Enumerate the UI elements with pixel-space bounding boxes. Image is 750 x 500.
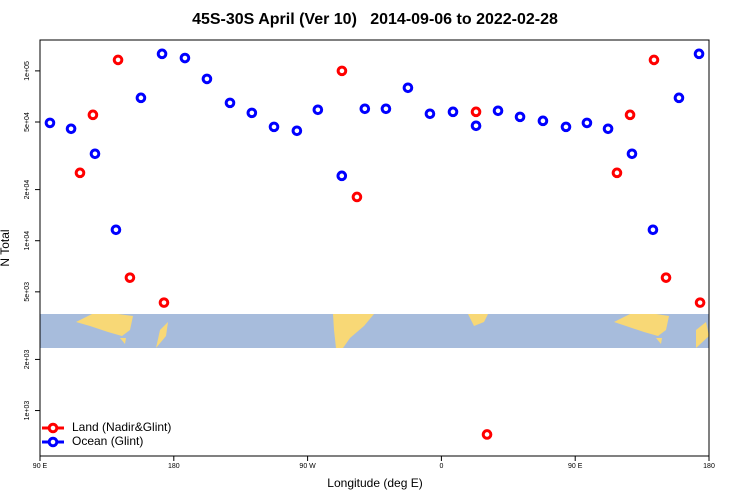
point — [470, 120, 482, 132]
point — [560, 121, 572, 133]
map-land — [76, 314, 133, 336]
point — [694, 297, 706, 308]
point — [87, 109, 99, 121]
point — [611, 167, 623, 179]
point — [74, 167, 86, 179]
point — [135, 92, 147, 104]
point — [424, 108, 436, 120]
point — [581, 117, 593, 129]
point — [112, 54, 124, 66]
legend-marker — [47, 436, 59, 448]
map-land — [614, 314, 669, 336]
chart-title: 45S-30S April (Ver 10) 2014-09-06 to 202… — [192, 11, 558, 28]
point — [44, 117, 56, 129]
map-land — [468, 314, 488, 326]
point — [481, 429, 493, 440]
point — [648, 54, 660, 66]
point — [156, 48, 168, 60]
map-land — [696, 322, 709, 348]
point — [660, 272, 672, 283]
legend-marker — [47, 422, 59, 434]
point — [402, 82, 414, 94]
point — [124, 272, 136, 283]
y-tick-label: 2e+03 — [24, 349, 31, 369]
x-tick-label: 180 — [703, 463, 715, 470]
point — [537, 115, 549, 127]
y-axis-label: N Total — [0, 229, 12, 266]
y-tick-label: 1e+03 — [24, 401, 31, 421]
point — [693, 48, 705, 60]
point — [246, 107, 258, 119]
map-ocean — [40, 314, 709, 348]
legend-label: Land (Nadir&Glint) — [72, 420, 171, 434]
y-tick-label: 1e+04 — [24, 231, 31, 251]
point — [470, 106, 482, 118]
point — [336, 65, 348, 77]
point — [359, 103, 371, 115]
point — [110, 224, 122, 236]
plot-frame — [39, 39, 710, 457]
y-tick-label: 1e+05 — [24, 61, 31, 81]
point — [65, 123, 77, 135]
x-axis-label: Longitude (deg E) — [327, 476, 422, 490]
point — [624, 109, 636, 121]
point — [268, 121, 280, 133]
y-tick-label: 2e+04 — [24, 180, 31, 200]
map-land — [333, 314, 374, 348]
point — [351, 191, 363, 203]
point — [224, 97, 236, 109]
point — [179, 52, 191, 64]
point — [312, 104, 324, 116]
point — [647, 224, 659, 236]
point — [201, 73, 213, 85]
point — [602, 123, 614, 135]
map-land — [120, 338, 126, 344]
point — [89, 148, 101, 160]
point — [380, 103, 392, 115]
map-land — [156, 322, 168, 348]
map-strip — [40, 314, 709, 348]
x-tick-label: 90 E — [568, 463, 583, 470]
point — [336, 170, 348, 182]
map-land — [656, 338, 662, 344]
y-tick-label: 5e+04 — [24, 112, 31, 132]
x-tick-label: 180 — [168, 463, 180, 470]
point — [447, 106, 459, 118]
point — [158, 297, 170, 308]
y-tick-label: 5e+03 — [24, 282, 31, 302]
point — [492, 105, 504, 117]
point — [291, 125, 303, 137]
x-tick-label: 0 — [439, 463, 443, 470]
legend-label: Ocean (Glint) — [72, 434, 143, 448]
point — [673, 92, 685, 104]
point — [514, 111, 526, 123]
x-tick-label: 90 E — [33, 463, 48, 470]
point — [626, 148, 638, 160]
x-tick-label: 90 W — [299, 463, 316, 470]
